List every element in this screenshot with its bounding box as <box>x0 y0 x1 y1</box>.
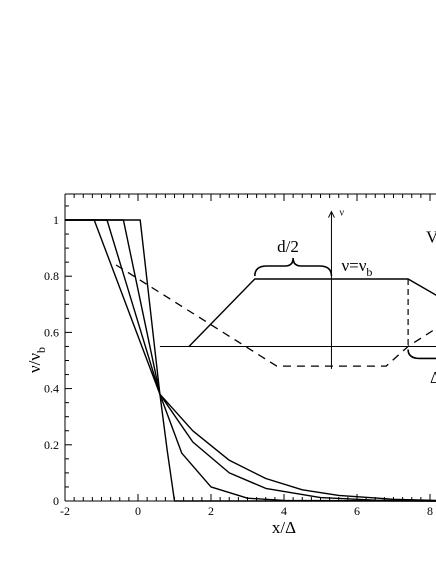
y-tick-label: 0.2 <box>44 438 59 452</box>
series-line-4 <box>65 219 436 502</box>
inset-nu-arrowhead <box>328 210 335 218</box>
inset-label-right-edge: V <box>426 227 436 246</box>
y-tick-label: 0.4 <box>44 382 59 396</box>
y-axis-label: ν/νb <box>25 347 48 373</box>
x-tick-label: -2 <box>60 504 70 518</box>
x-tick-label: 4 <box>281 504 287 518</box>
inset-label-right-bottom: Δ <box>430 368 436 387</box>
plot-frame <box>64 193 436 502</box>
inset-diagram: d/2 ν ν=νb V Δ <box>115 208 436 387</box>
inset-brace-top <box>254 257 333 277</box>
series-line-1 <box>65 219 436 502</box>
inset-brace-bottom <box>407 349 436 360</box>
x-tick-label: 6 <box>354 504 360 518</box>
y-tick-label: 1 <box>53 213 59 227</box>
x-tick-label: 8 <box>427 504 433 518</box>
inset-solid-trapezoid <box>188 278 436 347</box>
x-tick-label: 2 <box>208 504 214 518</box>
x-tick-label: 0 <box>135 504 141 518</box>
series-group <box>65 219 436 502</box>
svg-text:ν/νb: ν/νb <box>25 347 48 373</box>
inset-label-nu-b: ν=νb <box>341 256 372 279</box>
axis-ticks: -2 0 2 4 6 800.20.40.60.81 <box>44 194 433 518</box>
y-tick-label: 0.8 <box>44 269 59 283</box>
series-line-2 <box>65 219 436 502</box>
y-axis-label-sub: b <box>34 347 48 353</box>
inset-dashed-trapezoid <box>115 264 436 367</box>
series-line-3 <box>65 219 436 502</box>
x-axis-label: x/Δ <box>272 518 296 537</box>
inset-label-nu-axis: ν <box>339 208 344 219</box>
inset-label-d: d/2 <box>277 237 299 256</box>
y-tick-label: 0.6 <box>44 325 59 339</box>
y-tick-label: 0 <box>53 494 59 508</box>
y-axis-label-main: ν/ν <box>25 353 44 373</box>
